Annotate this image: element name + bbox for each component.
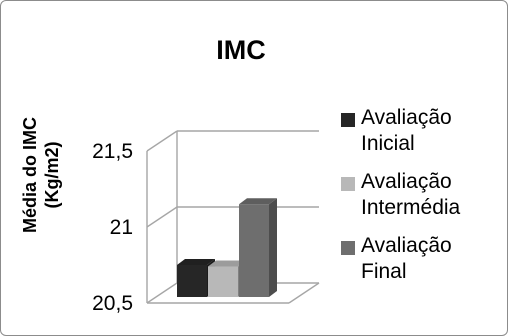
legend-swatch-inicial	[341, 113, 355, 127]
bar-side	[269, 198, 277, 297]
bar-front	[239, 204, 269, 297]
y-tick-label: 21,5	[92, 140, 133, 163]
y-tick-label: 21	[110, 216, 133, 239]
legend-label-intermedia: Avaliação Intermédia	[361, 170, 461, 219]
legend-label-final: Avaliação Final	[361, 234, 452, 283]
bar-front	[208, 266, 238, 297]
chart-title: IMC	[216, 35, 266, 65]
y-tick-label: 20,5	[92, 292, 133, 315]
legend-label-inicial: Avaliação Inicial	[361, 106, 452, 155]
bar-2	[239, 198, 277, 297]
bar-top	[177, 259, 215, 265]
bar-front	[177, 265, 207, 297]
bar-top	[208, 260, 246, 267]
legend-swatch-intermedia	[341, 177, 355, 191]
bar-top	[239, 198, 277, 205]
tick-layer: 21,5 21 20,5	[92, 140, 133, 315]
legend-swatch-final	[341, 241, 355, 255]
gridline-wall	[146, 130, 178, 152]
gridline-wall	[146, 282, 178, 304]
gridline-wall	[146, 206, 178, 228]
bar-layer	[177, 198, 277, 297]
floor-right-edge	[288, 282, 320, 304]
